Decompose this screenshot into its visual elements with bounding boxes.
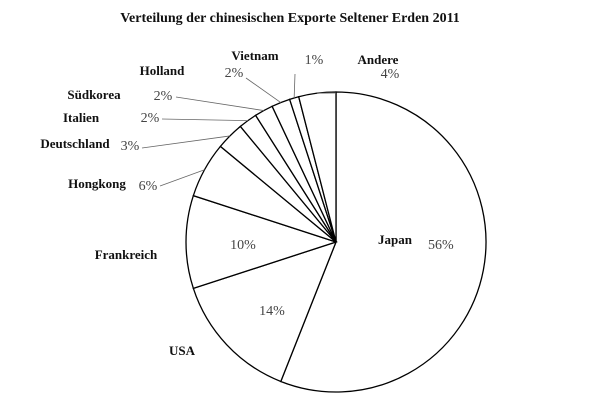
value-label: 14% [259, 304, 285, 319]
value-label: 2% [154, 89, 173, 104]
value-label: 2% [225, 66, 244, 81]
slice-label: Südkorea [67, 87, 121, 102]
value-label: 2% [141, 111, 160, 126]
leader-line [175, 96, 264, 111]
value-label: 6% [139, 179, 158, 194]
leader-line [293, 73, 296, 98]
pie-slice [279, 91, 487, 393]
slice-label: Italien [63, 110, 100, 125]
value-label: 4% [381, 67, 400, 82]
slice-label: Andere [358, 52, 399, 67]
slice-label: Vietnam [231, 48, 278, 63]
slice-label: USA [169, 343, 196, 358]
slice-label: Holland [140, 63, 186, 78]
value-label: 56% [428, 238, 454, 253]
value-label: 3% [121, 139, 140, 154]
leader-line [159, 169, 205, 187]
chart-title: Verteilung der chinesischen Exporte Selt… [120, 11, 460, 26]
leader-line [245, 77, 282, 103]
slice-label: Frankreich [95, 247, 158, 262]
pie-slice [185, 194, 339, 290]
slice-label: Deutschland [40, 136, 110, 151]
slice-label: Hongkong [68, 176, 126, 191]
leader-line [161, 118, 248, 122]
value-label: 1% [305, 53, 324, 68]
slice-label: Japan [378, 232, 413, 247]
value-label: 10% [230, 238, 256, 253]
leader-line [141, 135, 230, 149]
